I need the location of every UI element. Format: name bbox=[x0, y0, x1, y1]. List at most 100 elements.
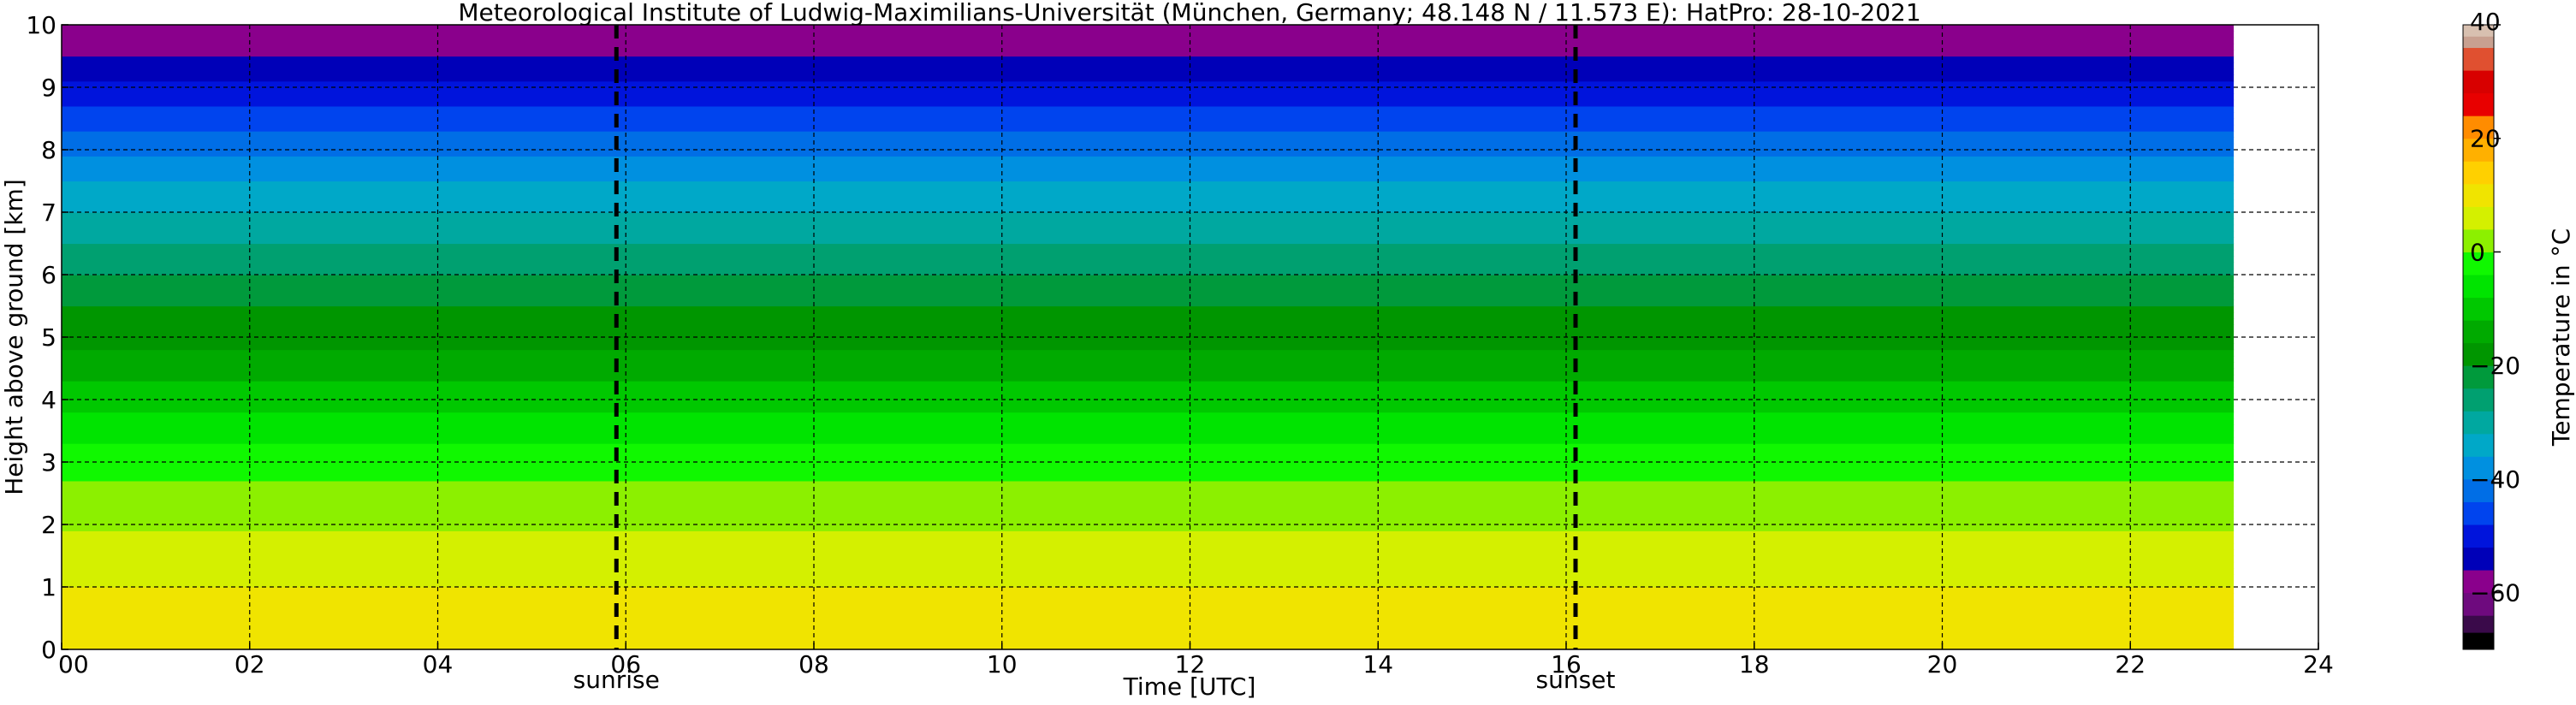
y-tick-label: 3 bbox=[41, 448, 56, 477]
colorbar-tick-label: 20 bbox=[2470, 125, 2501, 153]
heatmap-band bbox=[62, 612, 2235, 619]
y-tick-label: 5 bbox=[41, 323, 56, 352]
colorbar bbox=[2463, 25, 2494, 650]
heatmap-band bbox=[62, 230, 2235, 238]
heatmap-band bbox=[62, 224, 2235, 232]
heatmap-band bbox=[62, 311, 2235, 319]
heatmap-band bbox=[62, 468, 2235, 476]
heatmap-band bbox=[62, 25, 2235, 32]
heatmap-band bbox=[62, 112, 2235, 120]
heatmap-band bbox=[62, 487, 2235, 495]
x-tick-label: 24 bbox=[2303, 650, 2334, 678]
y-tick-label: 7 bbox=[41, 198, 56, 227]
colorbar-tick-label: −20 bbox=[2470, 352, 2520, 380]
colorbar-segment bbox=[2463, 524, 2494, 548]
sun-event-label: sunrise bbox=[573, 666, 660, 694]
colorbar-segment bbox=[2463, 592, 2494, 616]
heatmap-band bbox=[62, 518, 2235, 525]
heatmap-band bbox=[62, 524, 2235, 531]
x-tick-label: 06 bbox=[610, 650, 641, 678]
colorbar-label: Temperature in °C bbox=[2547, 228, 2575, 447]
x-tick-label: 18 bbox=[1739, 650, 1770, 678]
colorbar-segment bbox=[2463, 228, 2494, 252]
colorbar-segment bbox=[2463, 388, 2494, 412]
heatmap-band bbox=[62, 643, 2235, 649]
heatmap-band bbox=[62, 618, 2235, 625]
heatmap-band bbox=[62, 449, 2235, 457]
heatmap-band bbox=[62, 293, 2235, 300]
y-tick-label: 9 bbox=[41, 74, 56, 102]
x-tick-label: 10 bbox=[987, 650, 1018, 678]
heatmap-band bbox=[62, 150, 2235, 157]
heatmap-band bbox=[62, 424, 2235, 432]
heatmap-band bbox=[62, 168, 2235, 175]
colorbar-segment bbox=[2463, 478, 2494, 502]
colorbar-tick-label: 0 bbox=[2470, 238, 2485, 266]
heatmap-band bbox=[62, 631, 2235, 637]
heatmap-band bbox=[62, 536, 2235, 544]
x-tick-label: 16 bbox=[1551, 650, 1582, 678]
colorbar-segment bbox=[2463, 320, 2494, 344]
heatmap-band bbox=[62, 387, 2235, 394]
heatmap-band bbox=[62, 493, 2235, 501]
colorbar-segment bbox=[2463, 138, 2494, 162]
colorbar-segment bbox=[2463, 411, 2494, 435]
heatmap-band bbox=[62, 131, 2235, 138]
sun-event-label: sunset bbox=[1536, 666, 1616, 694]
heatmap-band bbox=[62, 143, 2235, 151]
colorbar-segment bbox=[2463, 342, 2494, 366]
colorbar-segment bbox=[2463, 456, 2494, 480]
heatmap-band bbox=[62, 381, 2235, 388]
heatmap-band bbox=[62, 50, 2235, 57]
x-tick-label: 08 bbox=[798, 650, 829, 678]
heatmap-band bbox=[62, 418, 2235, 425]
y-axis-label: Height above ground [km] bbox=[0, 179, 28, 495]
heatmap-band bbox=[62, 31, 2235, 39]
heatmap-band bbox=[62, 218, 2235, 226]
colorbar-tick-label: −40 bbox=[2470, 465, 2520, 494]
heatmap-band bbox=[62, 349, 2235, 357]
colorbar-segment bbox=[2463, 365, 2494, 389]
heatmap-band bbox=[62, 281, 2235, 288]
x-tick-label: 14 bbox=[1362, 650, 1393, 678]
heatmap-band bbox=[62, 43, 2235, 50]
heatmap-band bbox=[62, 393, 2235, 400]
heatmap-band bbox=[62, 137, 2235, 145]
colorbar-segment bbox=[2463, 297, 2494, 321]
colorbar-segment bbox=[2463, 36, 2494, 49]
colorbar-segment bbox=[2463, 161, 2494, 185]
sun-event-labels: sunrise sunset bbox=[573, 666, 1616, 694]
heatmap-band bbox=[62, 324, 2235, 332]
heatmap-band bbox=[62, 275, 2235, 281]
colorbar-segment bbox=[2463, 116, 2494, 139]
chart-title: Meteorological Institute of Ludwig-Maxim… bbox=[458, 0, 1920, 27]
y-tick-label: 1 bbox=[41, 573, 56, 601]
heatmap-band bbox=[62, 175, 2235, 182]
heatmap-band bbox=[62, 624, 2235, 631]
heatmap-band bbox=[62, 37, 2235, 44]
heatmap-band bbox=[62, 580, 2235, 588]
x-axis-ticks: 00 02 04 06 08 10 12 14 16 18 20 22 24 bbox=[58, 643, 2334, 678]
colorbar-segment bbox=[2463, 70, 2494, 94]
heatmap-band bbox=[62, 68, 2235, 75]
colorbar-tick-label: 40 bbox=[2470, 8, 2501, 36]
heatmap-band bbox=[62, 599, 2235, 607]
heatmap-band bbox=[62, 355, 2235, 363]
heatmap-band bbox=[62, 506, 2235, 512]
heatmap-band bbox=[62, 362, 2235, 370]
heatmap-band bbox=[62, 74, 2235, 82]
heatmap-band bbox=[62, 187, 2235, 194]
y-tick-label: 8 bbox=[41, 136, 56, 164]
colorbar-segment bbox=[2463, 570, 2494, 594]
heatmap-band bbox=[62, 343, 2235, 351]
heatmap-band bbox=[62, 443, 2235, 450]
heatmap-band bbox=[62, 87, 2235, 94]
heatmap-band bbox=[62, 568, 2235, 575]
heatmap-band bbox=[62, 499, 2235, 507]
heatmap-band bbox=[62, 530, 2235, 538]
heatmap-band bbox=[62, 542, 2235, 550]
heatmap-band bbox=[62, 56, 2235, 63]
colorbar-segment bbox=[2463, 615, 2494, 633]
heatmap-band bbox=[62, 462, 2235, 469]
heatmap-band bbox=[62, 512, 2235, 519]
